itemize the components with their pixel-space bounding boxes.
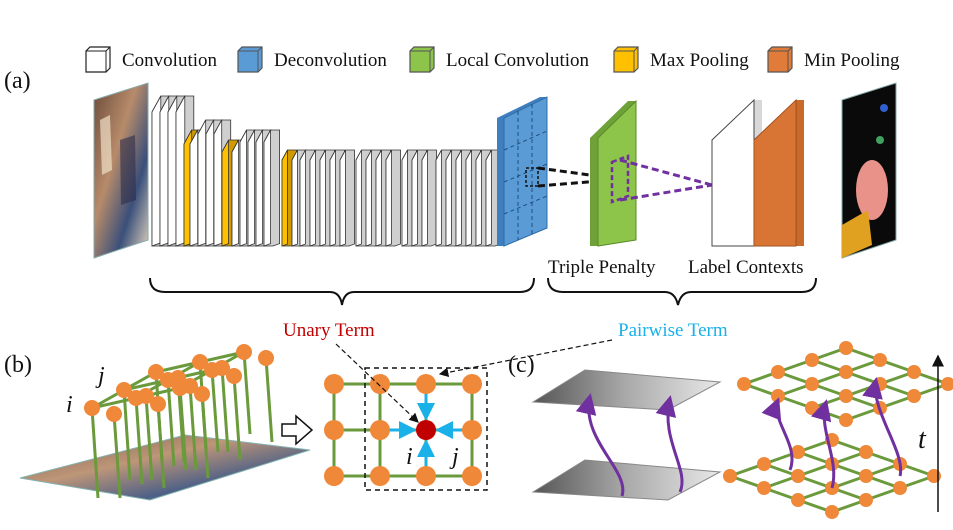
index-i-3d: i	[66, 392, 73, 418]
grid-layer-bottom	[723, 433, 941, 519]
transform-arrow	[282, 416, 312, 444]
grid-node	[873, 353, 887, 367]
index-j-3d: j	[95, 363, 105, 389]
panel-label-a: (a)	[4, 68, 31, 94]
grid-node	[324, 420, 344, 440]
grid-node	[462, 466, 482, 486]
pairwise-term-label: Pairwise Term	[618, 320, 728, 341]
grid-node	[859, 493, 873, 507]
legend-label: Max Pooling	[650, 50, 749, 71]
time-label: t	[918, 424, 927, 455]
brace-right	[548, 278, 816, 305]
grid-node	[805, 353, 819, 367]
unary-term-label: Unary Term	[283, 320, 375, 341]
grid-node	[416, 374, 436, 394]
grid-node	[839, 365, 853, 379]
legend-label: Local Convolution	[446, 50, 590, 71]
grid-node	[462, 374, 482, 394]
grid-node	[805, 377, 819, 391]
grid-node	[893, 481, 907, 495]
grid-node	[927, 469, 941, 483]
grid-node	[805, 401, 819, 415]
grid-node	[236, 344, 252, 360]
unary-node	[416, 420, 436, 440]
grid-node	[324, 466, 344, 486]
input-image	[94, 83, 148, 258]
network-layers	[152, 96, 501, 246]
grid-node	[791, 469, 805, 483]
grid-node	[757, 481, 771, 495]
grid-node	[84, 400, 100, 416]
grid-node	[150, 396, 166, 412]
grid-node	[258, 350, 274, 366]
panel-label-b: (b)	[4, 352, 32, 378]
label-contexts-blocks	[712, 100, 804, 246]
grid-node	[172, 380, 188, 396]
grid-3d-panel	[20, 344, 310, 500]
output-segmentation-image	[842, 83, 896, 258]
legend-label: Convolution	[122, 50, 218, 71]
video-frame-bottom	[533, 460, 720, 500]
caption-triple-penalty: Triple Penalty	[548, 257, 656, 278]
grid-node	[462, 420, 482, 440]
grid-node	[907, 365, 921, 379]
local-convolution-block	[590, 101, 636, 246]
grid-node	[771, 365, 785, 379]
grid-node	[723, 469, 737, 483]
grid-node	[839, 389, 853, 403]
caption-label-contexts: Label Contexts	[688, 257, 804, 278]
index-j-2d: j	[449, 444, 459, 470]
grid-node	[128, 390, 144, 406]
grid-node	[839, 341, 853, 355]
brace-left	[150, 278, 534, 305]
grid-node	[941, 377, 953, 391]
grid-node	[204, 362, 220, 378]
grid-node	[791, 493, 805, 507]
legend-label: Min Pooling	[804, 50, 900, 71]
grid-node	[907, 389, 921, 403]
grid-node	[839, 413, 853, 427]
legend-label: Deconvolution	[274, 50, 387, 71]
grid-node	[859, 469, 873, 483]
grid-node	[324, 374, 344, 394]
grid-node	[194, 386, 210, 402]
grid-node	[106, 406, 122, 422]
grid-node	[757, 457, 771, 471]
grid-node	[416, 466, 436, 486]
grid-node	[370, 374, 390, 394]
grid-node	[825, 505, 839, 519]
grid-layer-top	[737, 341, 953, 427]
video-frame-top	[533, 370, 720, 410]
grid-node	[737, 377, 751, 391]
index-i-2d: i	[406, 444, 413, 470]
grid-node	[859, 445, 873, 459]
grid-node	[226, 368, 242, 384]
legend: Convolution Deconvolution Local Convolutio…	[86, 47, 900, 72]
grid-node	[370, 420, 390, 440]
deconvolution-block	[497, 97, 547, 246]
grid-node	[370, 466, 390, 486]
